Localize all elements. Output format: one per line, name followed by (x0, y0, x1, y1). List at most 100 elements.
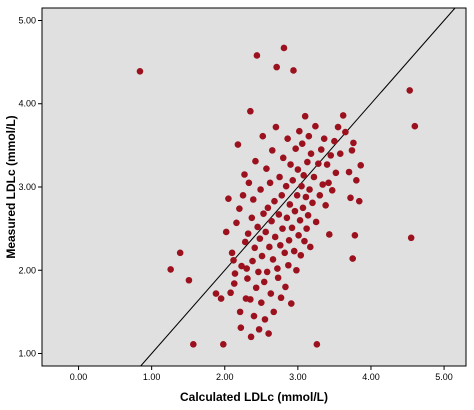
data-point (290, 67, 297, 74)
data-point (291, 207, 299, 215)
data-point (230, 280, 238, 287)
data-point (339, 112, 347, 119)
data-point (301, 237, 308, 245)
data-point (284, 135, 291, 143)
data-point (259, 132, 267, 140)
data-point (310, 173, 318, 181)
data-point (256, 235, 264, 242)
data-point (297, 251, 305, 259)
data-point (296, 127, 303, 135)
data-point (325, 179, 332, 187)
data-point (357, 162, 365, 169)
data-point (295, 231, 302, 239)
data-point (254, 223, 261, 231)
data-point (287, 300, 295, 307)
data-point (267, 290, 275, 297)
data-point (290, 247, 298, 255)
data-point (316, 192, 324, 199)
data-point (252, 157, 259, 165)
data-point (260, 278, 268, 286)
data-point (303, 225, 310, 232)
x-tick-label: 3.00 (289, 372, 307, 382)
data-point (274, 274, 282, 282)
data-point (355, 197, 363, 205)
data-point (272, 123, 280, 131)
data-point (353, 177, 360, 184)
data-point (248, 214, 256, 222)
data-point (230, 256, 237, 264)
data-point (190, 341, 197, 348)
data-point (293, 192, 301, 199)
data-point (322, 202, 329, 209)
data-point (262, 228, 269, 236)
x-axis-ticks: 0.00 1.00 2.00 3.00 4.00 5.00 (70, 366, 453, 382)
data-point (279, 225, 286, 232)
x-tick-label: 5.00 (435, 372, 453, 382)
data-point (285, 261, 292, 269)
data-point (185, 276, 193, 284)
data-point (269, 256, 277, 263)
data-point (342, 128, 349, 136)
data-point (347, 194, 354, 202)
data-point (349, 255, 356, 262)
data-point (231, 270, 239, 277)
reference-line-group (140, 7, 456, 367)
data-point (247, 333, 255, 341)
data-point (167, 266, 174, 273)
data-point (320, 135, 328, 143)
data-point (258, 299, 265, 307)
data-point (217, 295, 225, 302)
data-point (245, 179, 253, 187)
data-point (280, 44, 288, 52)
data-point (225, 195, 232, 202)
data-point (328, 187, 336, 194)
data-point (249, 257, 256, 265)
x-tick-label: 1.00 (143, 372, 161, 382)
x-tick-label: 0.00 (70, 372, 88, 382)
y-axis-label: Measured LDLc (mmol/L) (4, 115, 18, 258)
data-point (273, 63, 280, 71)
data-point (227, 289, 234, 297)
data-point (305, 132, 313, 140)
data-point (275, 211, 283, 218)
data-point (257, 186, 264, 193)
data-points (136, 44, 419, 348)
data-point (282, 182, 290, 190)
data-point (411, 122, 419, 130)
data-point (406, 87, 414, 94)
plot-area (41, 7, 467, 367)
data-point (293, 266, 300, 274)
y-tick-label: 5.00 (18, 15, 36, 25)
data-point (288, 224, 296, 232)
data-point (260, 210, 267, 217)
data-point (327, 152, 335, 159)
data-point (282, 283, 289, 291)
data-point (241, 171, 248, 178)
data-point (313, 341, 321, 348)
data-point (251, 244, 259, 252)
data-point (277, 241, 284, 249)
data-point (294, 166, 302, 173)
x-tick-label: 2.00 (216, 372, 234, 382)
data-point (298, 140, 306, 148)
data-point (249, 196, 257, 203)
data-point (306, 243, 314, 251)
data-point (263, 165, 270, 172)
data-point (332, 169, 340, 177)
data-point (307, 150, 315, 157)
data-point (265, 330, 272, 337)
x-axis-label: Calculated LDLc (mmol/L) (180, 390, 328, 404)
data-point (244, 275, 251, 282)
data-point (276, 173, 283, 181)
data-point (212, 290, 220, 297)
data-point (270, 308, 278, 316)
data-point (351, 231, 359, 239)
data-point (301, 112, 309, 120)
data-point (268, 217, 275, 225)
data-point (263, 268, 271, 276)
data-point (292, 145, 299, 153)
data-point (136, 67, 144, 75)
data-point (219, 341, 227, 348)
data-point (176, 249, 184, 257)
